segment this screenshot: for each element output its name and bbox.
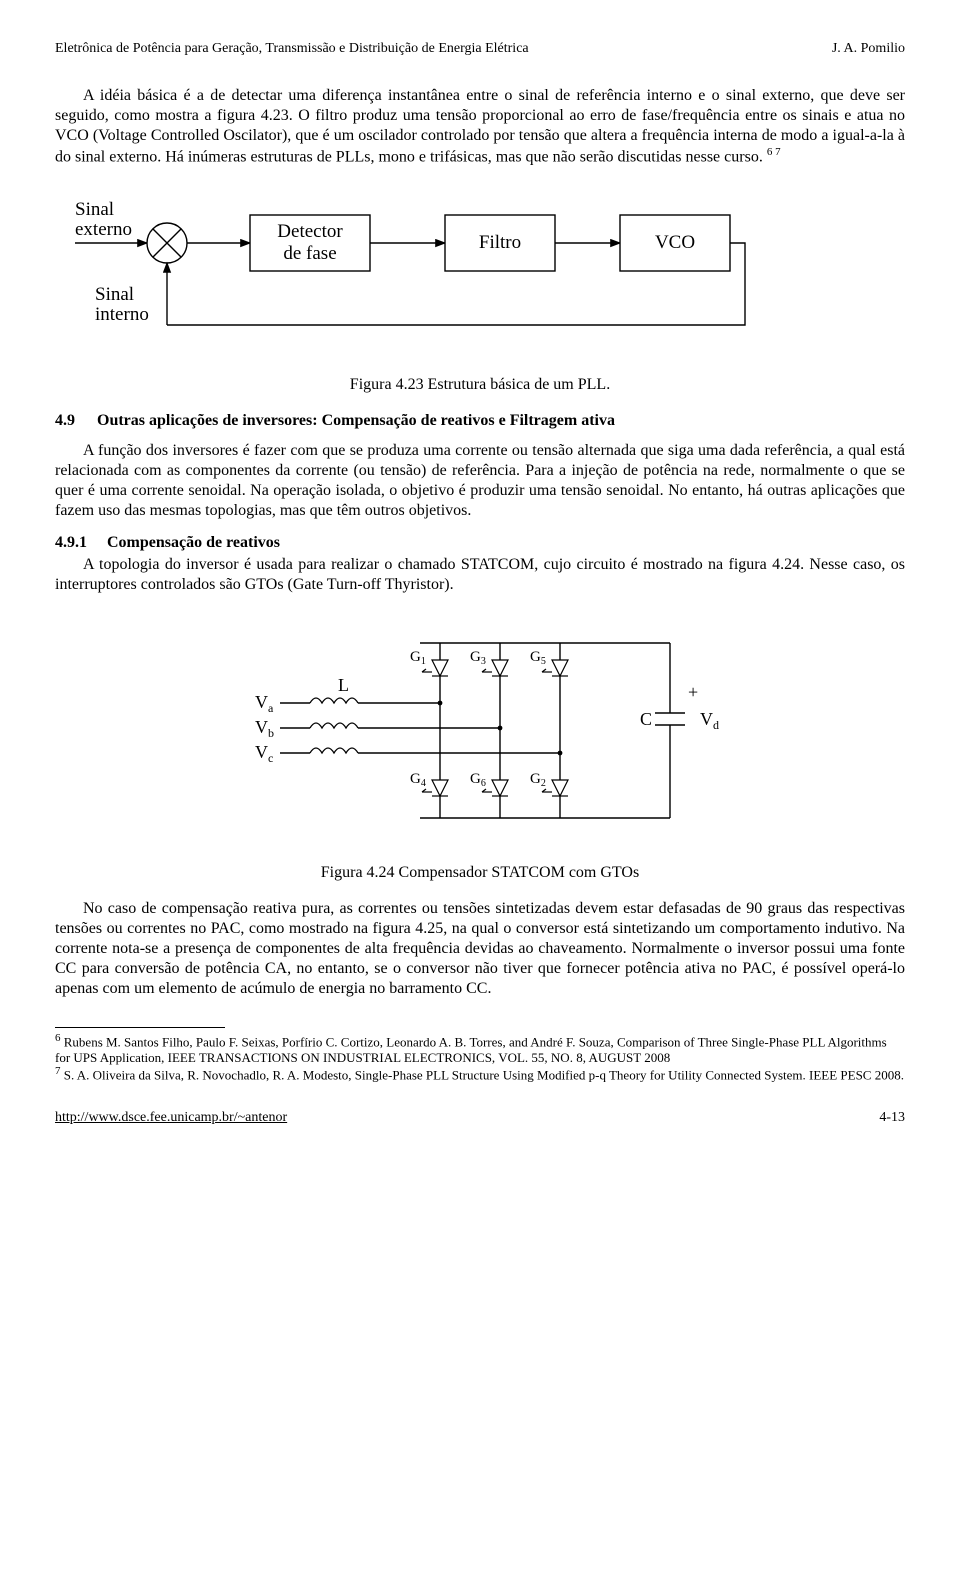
page-header: Eletrônica de Potência para Geração, Tra… (55, 40, 905, 58)
label-sinal-externo-1: Sinal (75, 199, 114, 220)
label-sinal-interno-2: interno (95, 304, 149, 325)
gto-g2 (542, 780, 568, 796)
gto-g6 (482, 780, 508, 796)
paragraph-1: A idéia básica é a de detectar uma difer… (55, 86, 905, 167)
label-sinal-interno-1: Sinal (95, 284, 134, 305)
label-vb: Vb (255, 717, 274, 740)
gto-g1 (422, 660, 448, 676)
coil-a (310, 698, 358, 703)
label-detector-1: Detector (277, 221, 343, 242)
label-detector-2: de fase (283, 243, 336, 264)
subsection-4-9-1-num: 4.9.1 (55, 533, 103, 553)
footnote-6: 6 Rubens M. Santos Filho, Paulo F. Seixa… (55, 1032, 905, 1066)
label-sinal-externo-2: externo (75, 219, 132, 240)
paragraph-4: No caso de compensação reativa pura, as … (55, 899, 905, 999)
footnote-7-text: S. A. Oliveira da Silva, R. Novochadlo, … (61, 1068, 904, 1083)
node-b (498, 725, 503, 730)
gto-g5 (542, 660, 568, 676)
section-4-9-title: Outras aplicações de inversores: Compens… (97, 412, 615, 429)
paragraph-3: A topologia do inversor é usada para rea… (55, 555, 905, 595)
gto-g4 (422, 780, 448, 796)
label-g5: G5 (530, 649, 546, 667)
gto-g3 (482, 660, 508, 676)
statcom-svg: Va Vb Vc L (200, 613, 760, 843)
label-g3: G3 (470, 649, 486, 667)
caption-pll: Figura 4.23 Estrutura básica de um PLL. (55, 375, 905, 395)
footnote-6-text: Rubens M. Santos Filho, Paulo F. Seixas,… (55, 1034, 887, 1065)
label-vc: Vc (255, 742, 273, 765)
paragraph-1-sup: 6 7 (767, 146, 781, 158)
subsection-4-9-1-title: Compensação de reativos (107, 534, 280, 551)
node-a (438, 700, 443, 705)
label-g1: G1 (410, 649, 426, 667)
footnote-7: 7 S. A. Oliveira da Silva, R. Novochadlo… (55, 1065, 905, 1083)
label-c: C (640, 709, 652, 729)
subsection-4-9-1-heading: 4.9.1 Compensação de reativos (55, 533, 905, 553)
footnote-rule (55, 1027, 225, 1028)
pll-svg: Sinal externo Sinal interno Detector de … (55, 185, 755, 355)
paragraph-2: A função dos inversores é fazer com que … (55, 441, 905, 521)
label-g4: G4 (410, 771, 426, 789)
caption-statcom: Figura 4.24 Compensador STATCOM com GTOs (55, 863, 905, 883)
footer-page: 4-13 (879, 1109, 905, 1127)
coil-b (310, 723, 358, 728)
label-g6: G6 (470, 771, 486, 789)
label-va: Va (255, 692, 274, 715)
footer-url[interactable]: http://www.dsce.fee.unicamp.br/~antenor (55, 1109, 287, 1127)
label-filtro: Filtro (479, 232, 521, 253)
section-4-9-num: 4.9 (55, 411, 93, 431)
coil-c (310, 748, 358, 753)
label-vd: Vd (700, 709, 719, 732)
node-c (558, 750, 563, 755)
section-4-9-heading: 4.9 Outras aplicações de inversores: Com… (55, 411, 905, 431)
page-footer: http://www.dsce.fee.unicamp.br/~antenor … (55, 1109, 905, 1127)
label-plus: + (688, 682, 698, 702)
label-vco: VCO (655, 232, 695, 253)
pll-diagram: Sinal externo Sinal interno Detector de … (55, 185, 905, 361)
label-l: L (338, 675, 349, 695)
label-g2: G2 (530, 771, 546, 789)
statcom-diagram: Va Vb Vc L (55, 613, 905, 849)
header-right: J. A. Pomilio (832, 40, 905, 58)
header-left: Eletrônica de Potência para Geração, Tra… (55, 40, 529, 58)
